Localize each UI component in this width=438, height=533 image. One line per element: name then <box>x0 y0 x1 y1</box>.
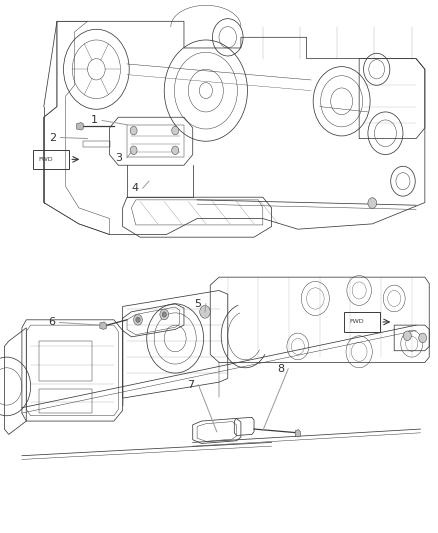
Text: 4: 4 <box>131 183 138 193</box>
Text: FWD: FWD <box>349 319 364 325</box>
Circle shape <box>136 317 140 322</box>
Circle shape <box>162 312 166 317</box>
Text: 7: 7 <box>187 380 194 390</box>
Circle shape <box>200 305 210 318</box>
Text: 3: 3 <box>116 153 123 163</box>
Circle shape <box>130 126 137 135</box>
Polygon shape <box>100 322 106 329</box>
Polygon shape <box>77 123 83 130</box>
Circle shape <box>134 314 142 325</box>
Polygon shape <box>295 430 300 437</box>
Text: 2: 2 <box>49 133 56 142</box>
Circle shape <box>419 333 427 343</box>
Text: FWD: FWD <box>38 157 53 162</box>
Circle shape <box>172 146 179 155</box>
Circle shape <box>172 126 179 135</box>
Circle shape <box>368 198 377 208</box>
Text: 1: 1 <box>91 116 98 125</box>
Text: 6: 6 <box>48 318 55 327</box>
Text: 5: 5 <box>194 299 201 309</box>
Circle shape <box>160 309 169 320</box>
Circle shape <box>403 331 411 341</box>
Circle shape <box>130 146 137 155</box>
Text: 8: 8 <box>277 364 284 374</box>
